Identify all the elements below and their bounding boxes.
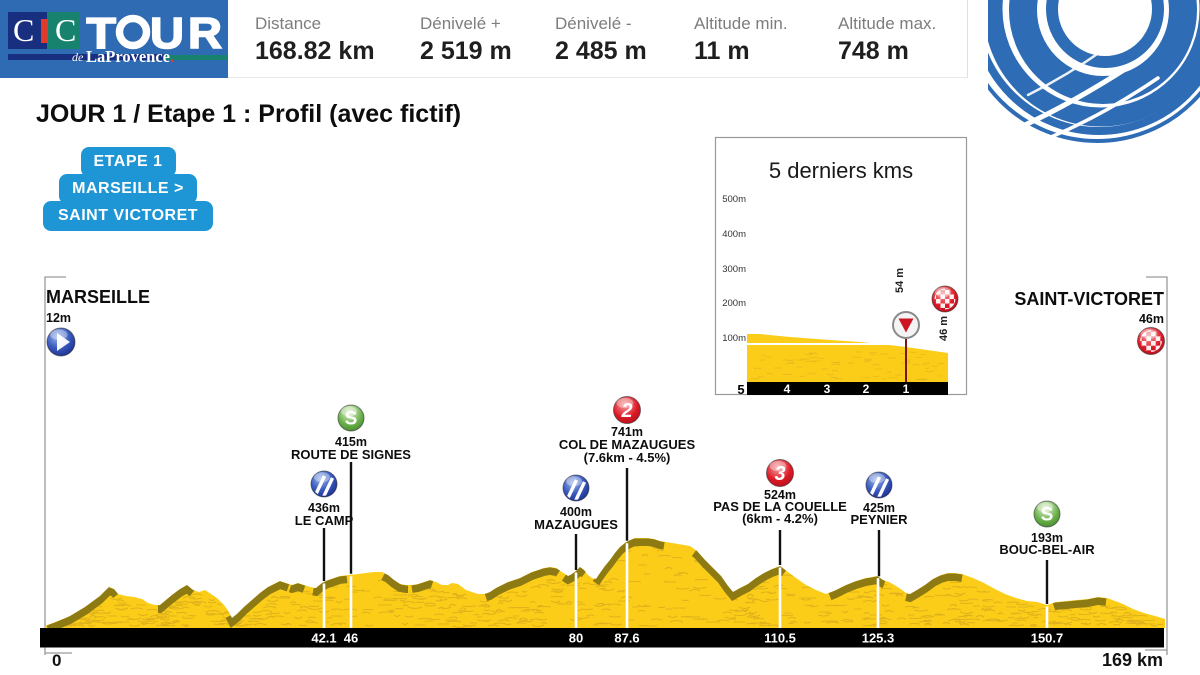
svg-text:2: 2	[863, 382, 870, 396]
svg-text:LE CAMP: LE CAMP	[295, 513, 354, 528]
svg-text:150.7: 150.7	[1031, 631, 1064, 646]
svg-text:3: 3	[774, 463, 785, 485]
svg-text:S: S	[345, 409, 358, 430]
svg-text:U: U	[150, 10, 184, 52]
svg-text:SAINT-VICTORET: SAINT-VICTORET	[1014, 289, 1164, 309]
svg-text:125.3: 125.3	[862, 631, 895, 646]
svg-text:PAS DE LA COUELLE: PAS DE LA COUELLE	[713, 499, 847, 514]
svg-text:0: 0	[52, 651, 61, 670]
svg-text:110.5: 110.5	[764, 631, 796, 646]
svg-text:T: T	[86, 10, 116, 52]
svg-text:46: 46	[344, 631, 358, 646]
svg-text:169 km: 169 km	[1102, 650, 1163, 670]
svg-text:PEYNIER: PEYNIER	[850, 512, 908, 527]
svg-text:COL DE MAZAUGUES: COL DE MAZAUGUES	[559, 437, 696, 452]
svg-text:87.6: 87.6	[614, 631, 639, 646]
svg-text:400m: 400m	[722, 229, 746, 240]
svg-text:524m: 524m	[764, 488, 796, 502]
svg-text:1: 1	[903, 382, 910, 396]
svg-text:200m: 200m	[722, 298, 746, 309]
svg-text:54 m: 54 m	[894, 268, 906, 293]
svg-text:80: 80	[569, 631, 583, 646]
svg-text:436m: 436m	[308, 501, 340, 515]
svg-text:5 derniers kms: 5 derniers kms	[769, 158, 913, 183]
svg-text:MAZAUGUES: MAZAUGUES	[534, 517, 618, 532]
svg-text:5: 5	[737, 382, 744, 397]
svg-text:400m: 400m	[560, 505, 592, 519]
svg-text:(7.6km - 4.5%): (7.6km - 4.5%)	[584, 450, 671, 465]
svg-text:741m: 741m	[611, 425, 643, 439]
svg-text:BOUC-BEL-AIR: BOUC-BEL-AIR	[999, 542, 1095, 557]
svg-text:S: S	[1041, 505, 1054, 526]
svg-text:46 m: 46 m	[938, 316, 950, 341]
svg-text:46m: 46m	[1139, 312, 1164, 326]
svg-text:100m: 100m	[722, 333, 746, 344]
svg-text:300m: 300m	[722, 264, 746, 275]
svg-text:MARSEILLE: MARSEILLE	[46, 287, 150, 307]
svg-text:ROUTE DE SIGNES: ROUTE DE SIGNES	[291, 447, 411, 462]
svg-text:193m: 193m	[1031, 531, 1063, 545]
svg-text:R: R	[188, 10, 222, 52]
svg-text:500m: 500m	[722, 194, 746, 205]
svg-text:12m: 12m	[46, 311, 71, 325]
svg-text:42.1: 42.1	[311, 631, 336, 646]
svg-text:3: 3	[824, 382, 831, 396]
svg-text:415m: 415m	[335, 435, 367, 449]
svg-text:4: 4	[784, 382, 791, 396]
svg-text:425m: 425m	[863, 501, 895, 515]
svg-text:(6km - 4.2%): (6km - 4.2%)	[742, 511, 818, 526]
svg-text:2: 2	[620, 400, 632, 422]
